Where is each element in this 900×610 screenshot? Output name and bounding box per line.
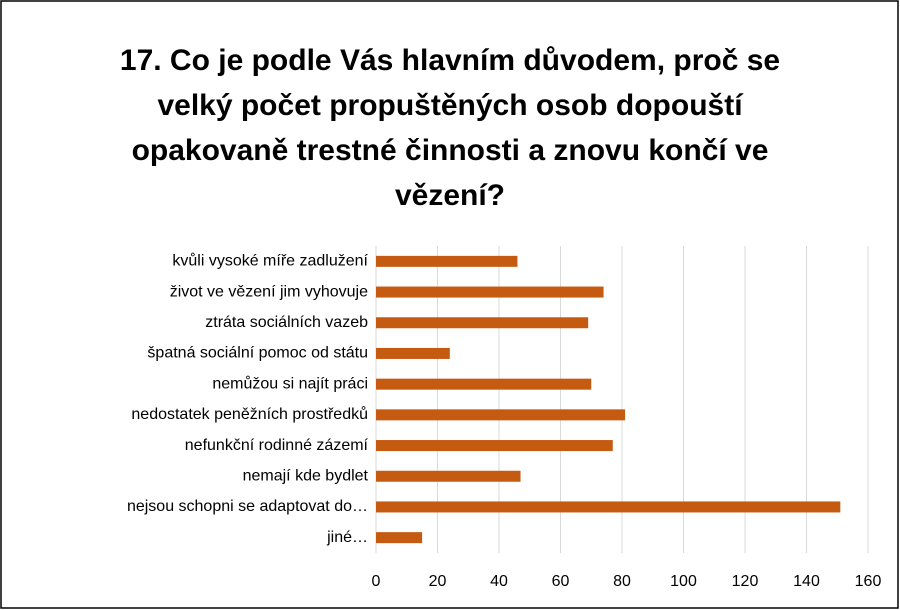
y-tick-label: nemají kde bydlet xyxy=(243,467,369,484)
y-tick-label: ztráta sociálních vazeb xyxy=(205,314,368,331)
bar xyxy=(376,501,841,513)
x-tick-label: 20 xyxy=(429,573,447,590)
y-tick-label: nefunkční rodinné zázemí xyxy=(185,437,369,454)
x-tick-label: 60 xyxy=(552,573,570,590)
y-tick-label: nedostatek peněžních prostředků xyxy=(131,405,368,423)
bar xyxy=(376,409,626,421)
y-tick-label: špatná sociální pomoc od státu xyxy=(147,345,368,362)
y-tick-label: nejsou schopni se adaptovat do… xyxy=(127,498,368,515)
bar xyxy=(376,286,604,298)
bar xyxy=(376,317,589,329)
x-tick-label: 0 xyxy=(372,573,381,590)
chart-title: 17. Co je podle Vás hlavním důvodem, pro… xyxy=(119,44,781,212)
bar xyxy=(376,440,613,452)
bar xyxy=(376,532,423,544)
x-tick-label: 40 xyxy=(490,573,508,590)
x-tick-label: 120 xyxy=(732,573,759,590)
x-tick-label: 100 xyxy=(670,573,697,590)
bar xyxy=(376,470,521,482)
y-tick-label: život ve vězení jim vyhovuje xyxy=(170,283,368,300)
bar xyxy=(376,255,518,267)
y-tick-label: nemůžou si najít práci xyxy=(212,374,368,392)
y-tick-label: jiné… xyxy=(326,529,368,546)
bar xyxy=(376,347,450,359)
bar xyxy=(376,378,592,390)
x-tick-label: 80 xyxy=(613,573,631,590)
y-tick-label: kvůli vysoké míře zadlužení xyxy=(172,252,368,270)
x-tick-label: 160 xyxy=(855,573,882,590)
x-tick-label: 140 xyxy=(793,573,820,590)
